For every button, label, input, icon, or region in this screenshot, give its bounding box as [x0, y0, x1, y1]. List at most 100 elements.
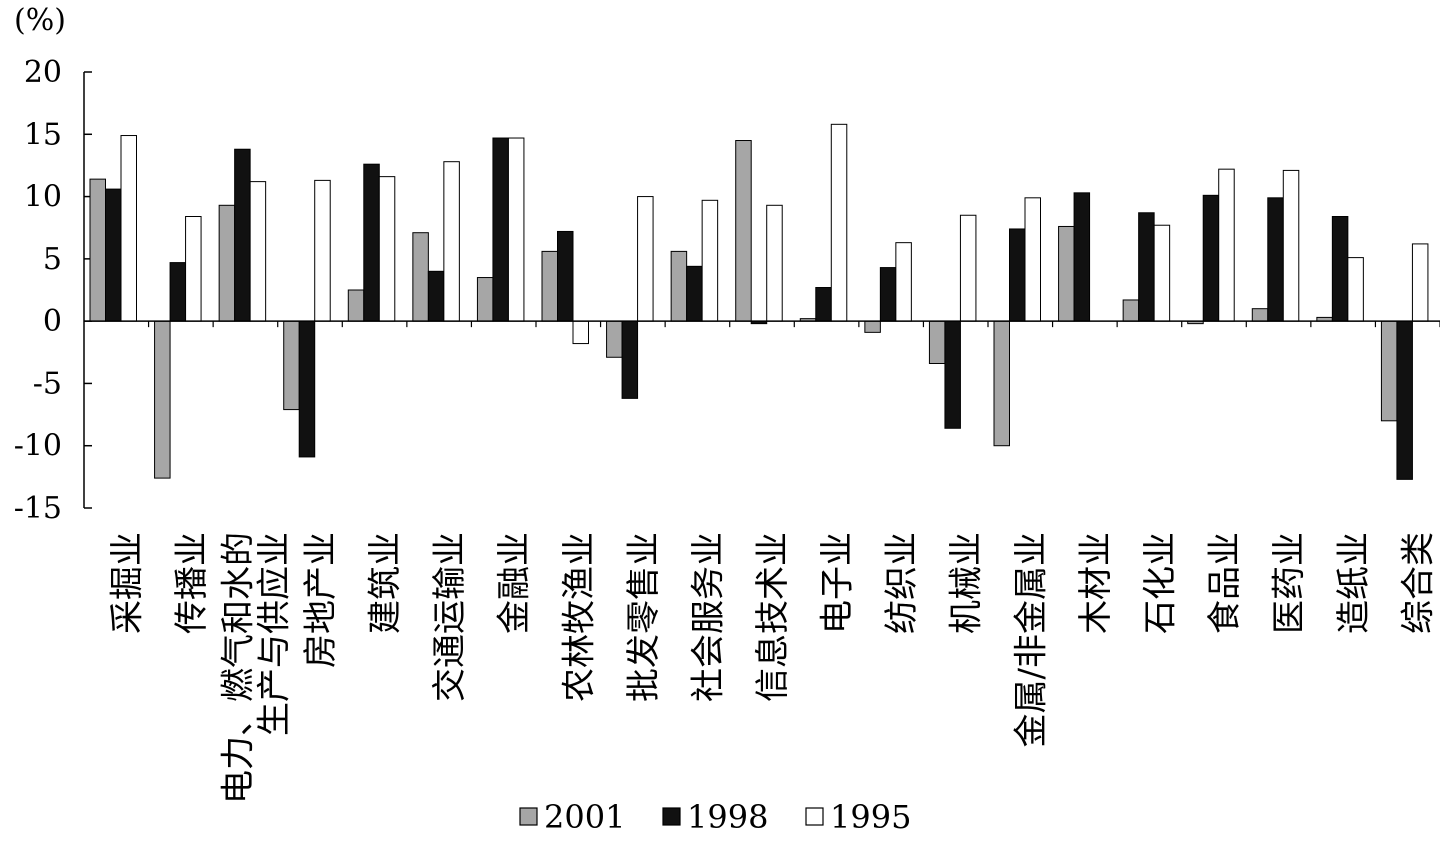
category-label-16: 石化业 — [1140, 532, 1180, 634]
category-label-8: 批发零售业 — [624, 532, 664, 702]
bar-2001-14 — [993, 320, 1010, 447]
category-label-text: 电子业 — [818, 532, 858, 634]
bar-1995-4 — [378, 176, 396, 322]
bar-2001-1 — [154, 320, 171, 479]
category-label-7: 农林牧渔业 — [559, 532, 599, 702]
legend-label-2001: 2001 — [544, 798, 625, 836]
y-tick-label: 0 — [43, 304, 62, 339]
category-label-text: 金融业 — [495, 532, 535, 634]
bar-1998-13 — [944, 320, 961, 429]
bar-1995-16 — [1153, 224, 1171, 322]
y-tick-label: 20 — [24, 55, 62, 90]
bar-1998-6 — [492, 137, 509, 322]
category-label-15: 木材业 — [1076, 532, 1116, 634]
bar-1998-8 — [621, 320, 639, 399]
bar-1995-12 — [895, 242, 912, 322]
category-label-text: 交通运输业 — [430, 532, 470, 702]
category-label-text: 建筑业 — [366, 532, 406, 634]
bar-1998-3 — [298, 320, 316, 458]
bar-1998-14 — [1009, 228, 1026, 322]
category-label-text: 石化业 — [1140, 532, 1180, 634]
bar-2001-16 — [1122, 299, 1140, 322]
bar-2001-12 — [864, 320, 881, 333]
bar-1998-7 — [557, 230, 574, 322]
bar-1995-10 — [766, 204, 783, 322]
category-label-1: 传播业 — [172, 532, 212, 634]
bar-2001-18 — [1251, 308, 1269, 322]
bar-1995-11 — [830, 123, 848, 322]
category-label-6: 金融业 — [495, 532, 535, 634]
bar-1995-0 — [120, 135, 137, 322]
bar-1998-15 — [1073, 192, 1091, 322]
category-label-text: 传播业 — [172, 532, 212, 634]
category-label-3: 房地产业 — [301, 532, 341, 668]
bar-1998-2 — [234, 148, 251, 322]
category-label-0: 采掘业 — [107, 532, 147, 634]
bar-1995-17 — [1218, 168, 1235, 322]
bar-2001-0 — [89, 178, 106, 322]
category-label-17: 食品业 — [1205, 532, 1245, 634]
bar-1998-19 — [1331, 216, 1349, 322]
bar-2001-9 — [670, 250, 688, 322]
bar-1995-19 — [1347, 257, 1364, 322]
category-label-text: 采掘业 — [107, 532, 147, 634]
y-tick-label: 5 — [43, 242, 62, 277]
bar-1998-12 — [879, 267, 897, 322]
bar-2001-2 — [218, 204, 236, 322]
bar-1995-20 — [1411, 243, 1429, 322]
bar-1998-11 — [815, 287, 832, 322]
bar-1998-18 — [1267, 197, 1284, 322]
bar-2001-20 — [1380, 320, 1398, 422]
category-label-text: 木材业 — [1076, 532, 1116, 634]
bar-2001-8 — [606, 320, 623, 358]
legend-label-1995: 1995 — [830, 798, 911, 836]
bar-1995-2 — [249, 181, 267, 322]
y-axis-unit-label: (%) — [14, 3, 66, 38]
category-label-text: 纺织业 — [882, 532, 922, 634]
category-label-10: 信息技术业 — [753, 532, 793, 702]
bar-1998-4 — [363, 163, 380, 322]
legend-label-1998: 1998 — [687, 798, 768, 836]
category-label-text: 信息技术业 — [753, 532, 793, 702]
category-label-4: 建筑业 — [366, 532, 406, 634]
category-label-5: 交通运输业 — [430, 532, 470, 702]
bar-2001-4 — [347, 289, 365, 322]
legend: 2001 1998 1995 — [519, 798, 911, 836]
bar-1998-1 — [169, 262, 187, 322]
legend-swatch-1995 — [805, 807, 824, 826]
category-label-18: 医药业 — [1270, 532, 1310, 634]
bar-1995-5 — [443, 161, 460, 322]
bar-2001-7 — [541, 250, 558, 322]
category-label-text: 造纸业 — [1334, 532, 1374, 634]
x-axis — [84, 320, 1440, 328]
category-label-14: 金属/非金属业 — [1011, 532, 1051, 747]
y-tick-label: 15 — [24, 117, 62, 152]
bar-1995-8 — [637, 196, 654, 322]
category-label-text: 社会服务业 — [688, 532, 728, 702]
bars-group — [89, 123, 1429, 480]
bar-1995-6 — [507, 137, 525, 322]
category-label-9: 社会服务业 — [688, 532, 728, 702]
category-label-text: 批发零售业 — [624, 532, 664, 702]
legend-swatch-1998 — [662, 807, 681, 826]
bar-2001-13 — [928, 320, 946, 364]
bar-1995-1 — [185, 216, 202, 322]
bar-1995-7 — [572, 320, 589, 345]
y-tick-label: -5 — [33, 366, 62, 401]
y-tick-label: -10 — [14, 429, 62, 464]
bar-2001-5 — [412, 232, 429, 322]
category-label-text: 医药业 — [1270, 532, 1310, 634]
category-label-text: 农林牧渔业 — [559, 532, 599, 702]
category-label-text: 电力、燃气和水的 — [218, 532, 258, 804]
bar-1995-13 — [959, 214, 977, 322]
bar-2001-6 — [476, 277, 494, 322]
y-tick-label: 10 — [24, 180, 62, 215]
legend-swatch-2001 — [519, 807, 538, 826]
bar-1998-20 — [1396, 320, 1413, 480]
bar-1995-3 — [314, 179, 331, 322]
category-label-text: 机械业 — [947, 532, 987, 634]
bar-2001-10 — [735, 140, 752, 322]
